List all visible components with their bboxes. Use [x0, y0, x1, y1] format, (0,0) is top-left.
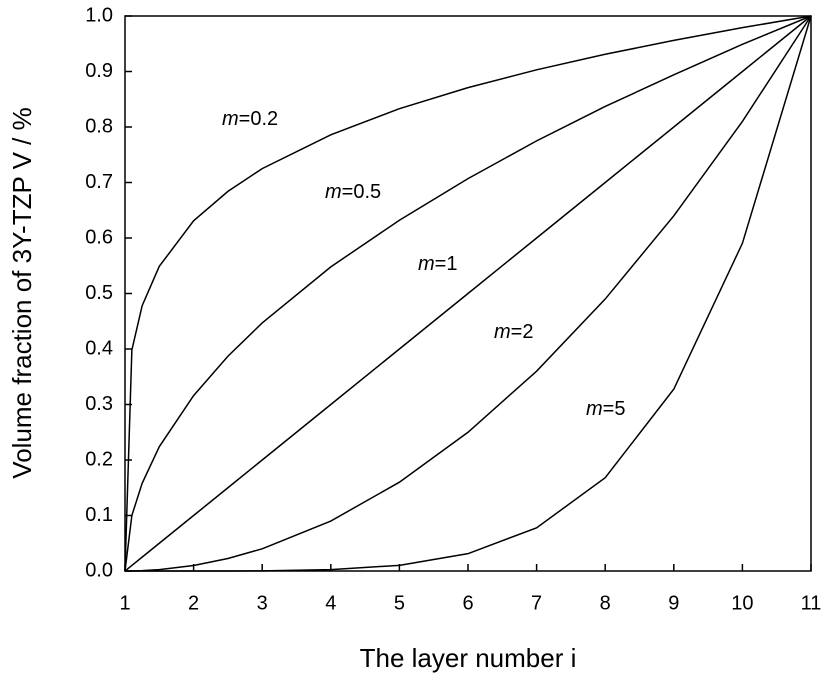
y-tick-label: 0.5	[85, 282, 113, 304]
series-label: m=2	[494, 321, 533, 343]
x-tick-label: 10	[731, 592, 753, 614]
series-label: m=0.2	[222, 108, 278, 130]
x-tick-label: 11	[801, 592, 822, 614]
x-axis-label: The layer number i	[360, 643, 577, 673]
y-tick-label: 0.9	[85, 60, 113, 82]
x-tick-label: 4	[325, 592, 336, 614]
y-tick-label: 0.1	[85, 504, 113, 526]
x-tick-label: 9	[668, 592, 679, 614]
x-tick-label: 1	[119, 592, 130, 614]
series-line	[125, 15, 812, 572]
y-tick-label: 0.6	[85, 226, 113, 248]
y-tick-label: 0.8	[85, 115, 113, 137]
y-tick-label: 0.0	[85, 559, 113, 581]
y-tick-label: 0.3	[85, 393, 113, 415]
x-tick-label: 8	[600, 592, 611, 614]
y-tick-label: 1.0	[85, 4, 113, 26]
y-tick-label: 0.2	[85, 448, 113, 470]
x-tick-label: 6	[462, 592, 473, 614]
series-label: m=0.5	[325, 181, 381, 203]
series-label: m=5	[586, 398, 625, 420]
x-tick-label: 5	[394, 592, 405, 614]
series-line	[124, 15, 812, 572]
x-tick-label: 2	[188, 592, 199, 614]
series-label: m=1	[418, 253, 457, 275]
y-tick-label: 0.4	[85, 337, 113, 359]
y-axis-label: Volume fraction of 3Y-TZP V / %	[7, 107, 37, 478]
x-tick-label: 7	[531, 592, 542, 614]
series-line	[124, 15, 812, 572]
x-tick-label: 3	[257, 592, 268, 614]
series-line	[124, 15, 812, 572]
y-tick-label: 0.7	[85, 171, 113, 193]
